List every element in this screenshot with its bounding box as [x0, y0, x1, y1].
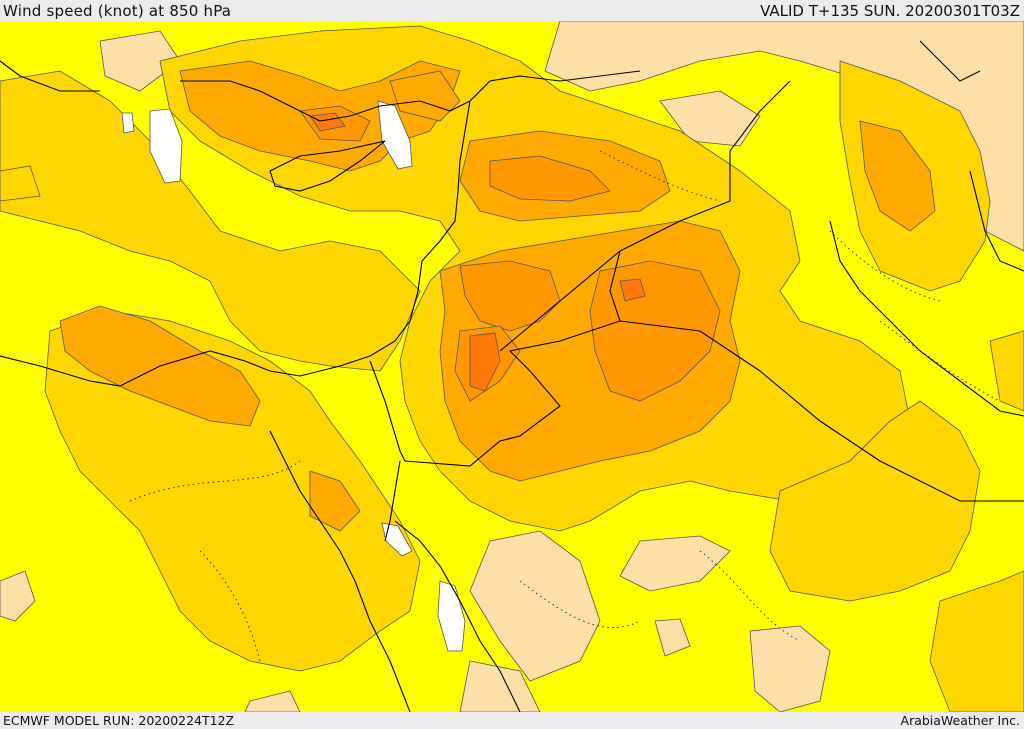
model-run: ECMWF MODEL RUN: 20200224T12Z — [3, 713, 235, 728]
coastlines — [0, 40, 1024, 712]
wind-map[interactable] — [0, 21, 1024, 712]
band-5-10 — [0, 21, 1024, 712]
valid-time: VALID T+135 SUN. 20200301T03Z — [760, 2, 1020, 20]
band-30-35 — [309, 112, 646, 392]
header-bar: Wind speed (knot) at 850 hPa VALID T+135… — [0, 0, 1024, 21]
dotted-contours — [129, 150, 1001, 662]
map-title: Wind speed (knot) at 850 hPa — [3, 2, 232, 20]
band-25-30 — [299, 105, 721, 402]
credit: ArabiaWeather Inc. — [900, 713, 1020, 728]
footer-bar: ECMWF MODEL RUN: 20200224T12Z ArabiaWeat… — [0, 712, 1024, 729]
